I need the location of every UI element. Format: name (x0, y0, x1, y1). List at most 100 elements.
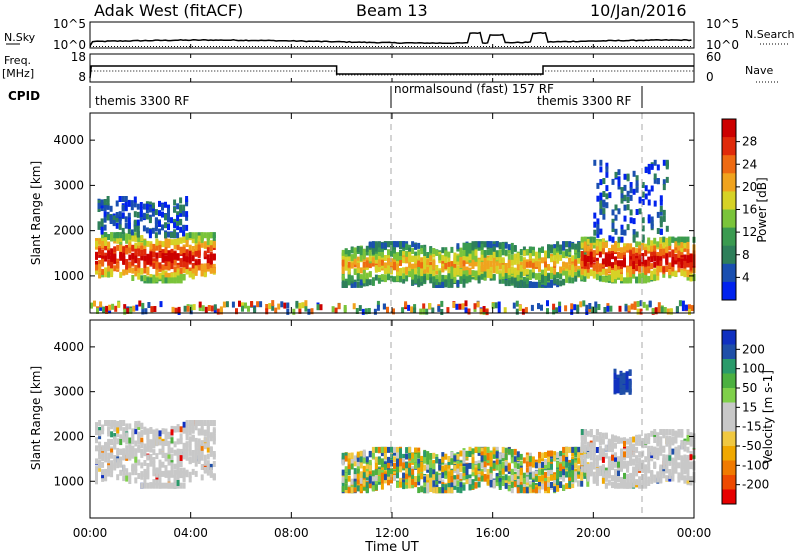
power-cell (347, 268, 351, 275)
velocity-cell (179, 438, 183, 445)
power-cell (176, 264, 180, 271)
velocity-cell (417, 447, 421, 454)
power-cell (489, 249, 493, 256)
power-cell (127, 217, 131, 224)
velocity-cell (659, 436, 663, 443)
velocity-cell (197, 438, 201, 445)
velocity-cell (547, 462, 550, 469)
velocity-cell (179, 433, 183, 440)
power-cell (182, 246, 186, 253)
velocity-cell (143, 428, 147, 435)
power-cell (405, 243, 409, 250)
power-cell (134, 232, 138, 239)
power-cell (571, 271, 575, 278)
power-cell (565, 250, 569, 257)
velocity-cell (541, 461, 544, 468)
freq-left-tick-bottom: 8 (78, 70, 86, 84)
velocity-cell (486, 454, 490, 461)
y-tick-label: 1000 (53, 269, 84, 283)
power-cell (408, 271, 412, 278)
velocity-cell (525, 479, 529, 486)
velocity-cell (393, 446, 396, 453)
velocity-cell (604, 452, 608, 459)
power-cell (365, 249, 369, 256)
power-cell (614, 264, 617, 271)
power-cell (420, 279, 424, 286)
velocity-cell (182, 450, 186, 457)
power-cell (173, 266, 177, 273)
velocity-cell (197, 420, 201, 426)
velocity-cell (368, 465, 372, 472)
power-cell (623, 257, 626, 264)
power-cell (498, 277, 502, 284)
power-cell (128, 262, 132, 269)
y-tick-label: 3000 (53, 178, 84, 192)
power-cell (556, 278, 560, 285)
power-cell (206, 239, 210, 245)
velocity-cell (632, 458, 636, 465)
power-cell (197, 235, 201, 242)
velocity-cell (179, 455, 183, 462)
power-cell (423, 246, 427, 253)
power-cell (365, 257, 369, 264)
velocity-cell (95, 466, 98, 473)
power-cell (131, 267, 135, 274)
velocity-cell (450, 452, 454, 458)
velocity-cell (528, 480, 532, 487)
power-cell (167, 239, 171, 245)
velocity-cell (365, 467, 369, 474)
power-cell (253, 307, 257, 314)
power-cell (662, 252, 666, 259)
power-cell (653, 274, 657, 281)
velocity-cell (399, 458, 402, 465)
power-cell (629, 255, 633, 262)
velocity-cell (152, 437, 156, 444)
power-cell (594, 301, 598, 308)
power-cell (123, 304, 127, 311)
velocity-cell (562, 451, 566, 458)
velocity-cell (188, 444, 192, 451)
velocity-cell (128, 437, 132, 444)
power-cell (501, 246, 505, 253)
power-cell (632, 236, 636, 243)
velocity-cell (629, 440, 633, 447)
power-cell (143, 267, 147, 274)
power-cell (347, 250, 351, 257)
velocity-cell (353, 486, 357, 493)
power-cell (465, 247, 469, 253)
power-cell (489, 241, 493, 248)
velocity-cell (611, 475, 614, 482)
power-cell (201, 305, 205, 312)
power-cell (167, 272, 171, 279)
velocity-cell (504, 465, 508, 472)
power-cell (471, 241, 475, 248)
velocity-cell (638, 463, 642, 470)
power-cell (483, 255, 487, 262)
power-cell (107, 245, 111, 252)
velocity-cell (589, 454, 593, 461)
velocity-cell (635, 434, 639, 441)
velocity-cell (98, 465, 102, 472)
velocity-cell (465, 478, 469, 485)
velocity-cell (362, 484, 366, 491)
power-cell (477, 241, 481, 248)
power-cell (374, 245, 378, 252)
power-cell (141, 308, 145, 315)
power-cell (396, 252, 399, 259)
power-cell (405, 250, 409, 257)
power-cell (387, 274, 390, 281)
power-cell (558, 301, 562, 308)
velocity-cell (143, 471, 147, 478)
velocity-cell (568, 446, 572, 453)
power-cell (501, 265, 505, 272)
power-cell (617, 271, 620, 278)
power-cell (183, 305, 187, 312)
power-cell (680, 249, 684, 256)
power-cell (605, 162, 609, 169)
power-cell (550, 256, 553, 263)
velocity-cell (420, 473, 424, 480)
velocity-cell (577, 465, 581, 472)
velocity-cell (176, 480, 180, 486)
power-cell (654, 307, 658, 314)
velocity-cell (152, 470, 156, 477)
